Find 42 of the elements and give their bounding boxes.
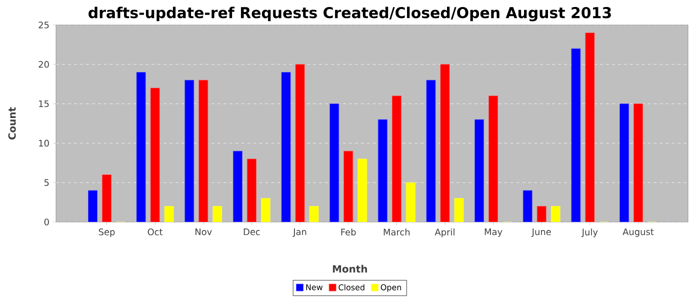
y-tick-label: 10 xyxy=(39,140,49,147)
bar xyxy=(392,96,402,222)
bar xyxy=(358,158,368,222)
y-axis-title: Count xyxy=(8,107,16,140)
bar xyxy=(536,206,546,222)
bar xyxy=(634,104,643,222)
bar xyxy=(550,206,560,222)
x-tick-label: Feb xyxy=(341,228,356,236)
x-tick-label: July xyxy=(581,228,598,238)
y-tick-label: 5 xyxy=(44,179,49,186)
x-tick-label: Jan xyxy=(292,228,306,237)
x-tick-label: April xyxy=(434,228,454,238)
bar xyxy=(246,158,256,222)
bar xyxy=(474,119,484,222)
bar xyxy=(620,104,629,222)
y-tick-label: 20 xyxy=(38,61,49,68)
bar xyxy=(406,182,416,222)
bar xyxy=(102,174,112,222)
x-tick-label: Sep xyxy=(98,228,115,238)
bar xyxy=(260,198,270,222)
bar xyxy=(344,150,354,222)
y-tick-label: 15 xyxy=(39,100,49,108)
bar xyxy=(378,119,388,222)
bar xyxy=(488,96,498,222)
bar xyxy=(232,150,242,222)
bar xyxy=(522,190,532,222)
x-tick-label: Nov xyxy=(196,228,212,236)
x-tick-label: August xyxy=(622,228,654,237)
x-tick-label: June xyxy=(531,228,551,237)
x-tick-label: March xyxy=(384,228,410,236)
bar xyxy=(330,104,340,222)
x-tick-label: Dec xyxy=(244,228,260,236)
bar xyxy=(198,80,208,222)
bar xyxy=(88,190,98,222)
y-tick-label: 25 xyxy=(38,22,49,28)
x-tick-label: Oct xyxy=(148,228,163,236)
bar xyxy=(184,80,194,222)
y-tick-label: 0 xyxy=(44,218,49,226)
x-axis-title: Month xyxy=(332,264,367,273)
bar xyxy=(212,206,222,222)
chart-title: drafts-update-ref Requests Created/Closed/Open August 2013 xyxy=(88,6,611,22)
x-tick-label: May xyxy=(484,228,502,237)
